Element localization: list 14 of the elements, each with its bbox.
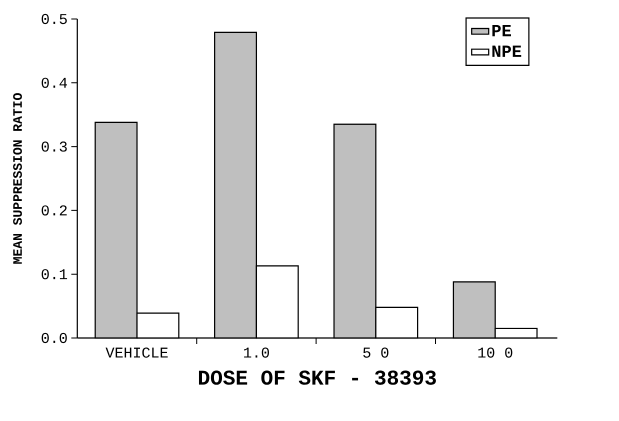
legend-label: NPE bbox=[492, 46, 522, 57]
y-tick-label: 0.3 bbox=[42, 142, 67, 152]
y-tick-label: 0.4 bbox=[42, 78, 68, 88]
x-axis-title: DOSE OF SKF - 38393 bbox=[198, 370, 436, 385]
x-tick-label: VEHICLE bbox=[106, 348, 168, 358]
x-tick-label: 5 0 bbox=[363, 348, 388, 358]
x-tick-label: 1.0 bbox=[244, 348, 269, 358]
y-tick-label: 0.0 bbox=[42, 332, 67, 344]
y-tick-label: 0.1 bbox=[42, 269, 68, 280]
x-tick-label: 10 0 bbox=[478, 348, 512, 358]
y-tick-label: 0.5 bbox=[42, 14, 67, 24]
legend-label: PE bbox=[492, 24, 511, 36]
y-tick-label: 0.2 bbox=[42, 205, 67, 216]
y-axis-title: MEAN SUPPRESSION RATIO bbox=[13, 93, 22, 264]
